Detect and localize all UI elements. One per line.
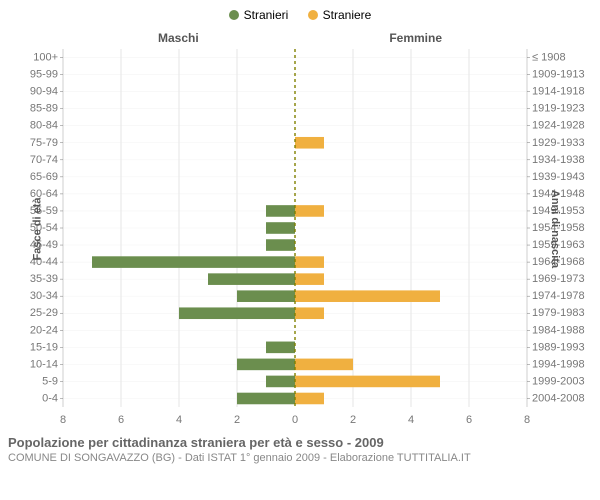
birth-label: 1979-1983 (532, 307, 585, 319)
bar-male (208, 273, 295, 285)
age-label: 100+ (33, 52, 58, 64)
bar-male (237, 290, 295, 302)
bar-female (295, 256, 324, 268)
age-label: 70-74 (30, 154, 58, 166)
legend-item-male: Stranieri (229, 8, 289, 22)
column-title-female: Femmine (389, 31, 442, 45)
svg-text:0: 0 (292, 414, 298, 426)
age-label: 15-19 (30, 341, 58, 353)
bar-female (295, 137, 324, 149)
svg-text:6: 6 (118, 414, 124, 426)
age-label: 30-34 (30, 290, 58, 302)
bar-female (295, 359, 353, 371)
chart-svg: 0 2 2 4 4 6 6 8 8 100+ ≤ 1908 95-99 1909-1913 90-94 19… (8, 29, 592, 429)
legend: Stranieri Straniere (8, 8, 592, 23)
bar-female (295, 393, 324, 405)
birth-label: 1909-1913 (532, 69, 585, 81)
legend-label-female: Straniere (323, 8, 372, 22)
birth-label: 1974-1978 (532, 290, 585, 302)
birth-label: 1929-1933 (532, 137, 585, 149)
birth-label: 1914-1918 (532, 86, 585, 98)
age-label: 90-94 (30, 86, 58, 98)
footer-title: Popolazione per cittadinanza straniera p… (8, 435, 592, 450)
svg-text:2: 2 (234, 414, 240, 426)
y-axis-left-title: Fasce di età (31, 198, 43, 261)
bar-female (295, 307, 324, 319)
pyramid-chart: Fasce di età Anni di nascita Maschi Femm… (8, 29, 592, 429)
bar-male (179, 307, 295, 319)
birth-label: 1969-1973 (532, 273, 585, 285)
bar-female (295, 205, 324, 217)
birth-label: 1919-1923 (532, 103, 585, 115)
age-label: 10-14 (30, 358, 58, 370)
legend-item-female: Straniere (308, 8, 372, 22)
birth-label: 1939-1943 (532, 171, 585, 183)
legend-swatch-female (308, 10, 318, 20)
footer-subtitle: COMUNE DI SONGAVAZZO (BG) - Dati ISTAT 1… (8, 452, 592, 464)
svg-text:8: 8 (60, 414, 66, 426)
legend-label-male: Stranieri (244, 8, 289, 22)
bar-male (237, 393, 295, 405)
age-label: 80-84 (30, 120, 58, 132)
birth-label: 1984-1988 (532, 324, 585, 336)
bar-male (266, 239, 295, 251)
age-label: 25-29 (30, 307, 58, 319)
bar-female (295, 376, 440, 388)
bar-male (266, 222, 295, 234)
svg-text:8: 8 (524, 414, 530, 426)
bar-male (266, 205, 295, 217)
age-label: 95-99 (30, 69, 58, 81)
age-label: 65-69 (30, 171, 58, 183)
age-label: 5-9 (42, 375, 58, 387)
birth-label: 1924-1928 (532, 120, 585, 132)
bar-male (92, 256, 295, 268)
age-label: 35-39 (30, 273, 58, 285)
svg-text:4: 4 (176, 414, 182, 426)
bar-male (237, 359, 295, 371)
svg-text:4: 4 (408, 414, 414, 426)
age-label: 0-4 (42, 392, 58, 404)
svg-text:2: 2 (350, 414, 356, 426)
y-axis-right-title: Anni di nascita (549, 190, 561, 268)
birth-label: 1934-1938 (532, 154, 585, 166)
age-label: 20-24 (30, 324, 58, 336)
bar-female (295, 290, 440, 302)
legend-swatch-male (229, 10, 239, 20)
bar-female (295, 273, 324, 285)
age-label: 75-79 (30, 137, 58, 149)
birth-label: ≤ 1908 (532, 52, 566, 64)
bar-male (266, 376, 295, 388)
birth-label: 2004-2008 (532, 392, 585, 404)
age-label: 85-89 (30, 103, 58, 115)
birth-label: 1999-2003 (532, 375, 585, 387)
svg-text:6: 6 (466, 414, 472, 426)
column-title-male: Maschi (158, 31, 199, 45)
bar-male (266, 342, 295, 354)
birth-label: 1994-1998 (532, 358, 585, 370)
birth-label: 1989-1993 (532, 341, 585, 353)
